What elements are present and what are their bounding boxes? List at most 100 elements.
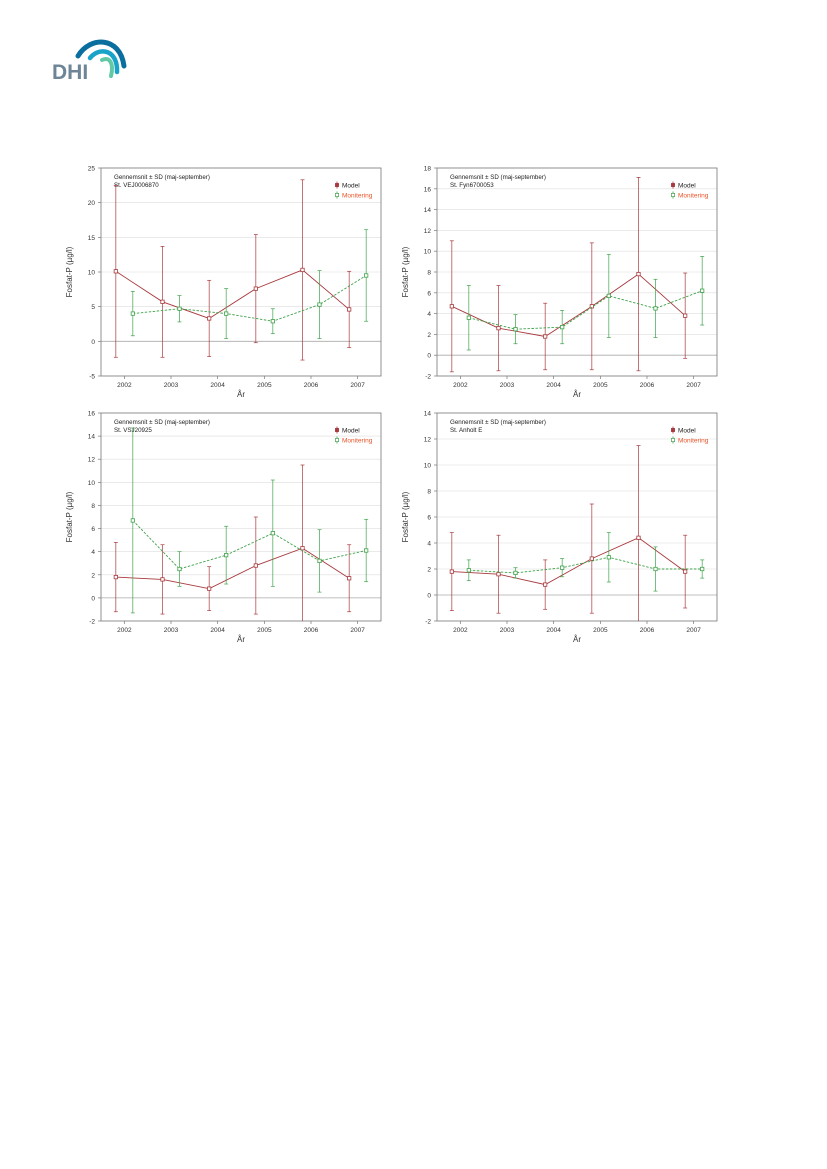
x-tick-label: 2006 <box>640 627 655 634</box>
y-tick-label: 10 <box>88 480 96 487</box>
legend-label: Monitering <box>342 437 373 444</box>
data-point <box>513 327 518 332</box>
station-name: St. VSJ20925 <box>114 427 152 434</box>
data-point <box>700 566 705 572</box>
legend-symbol-marker <box>335 438 339 442</box>
y-tick-label: 12 <box>88 457 96 464</box>
data-point <box>300 267 305 273</box>
legend-symbol-marker <box>671 428 675 432</box>
data-point <box>253 563 258 568</box>
y-axis-label: Fosfat-P (µg/l) <box>65 491 74 542</box>
data-point <box>130 518 135 523</box>
data-point <box>636 271 641 277</box>
y-tick-label: -5 <box>89 374 95 381</box>
x-tick-label: 2003 <box>500 382 515 389</box>
y-tick-label: 14 <box>424 411 432 418</box>
y-tick-label: 14 <box>424 207 432 214</box>
y-tick-label: 8 <box>91 503 95 510</box>
legend-label: Monitering <box>678 437 709 444</box>
series-line-monitoring <box>132 275 367 322</box>
x-axis-label: År <box>237 635 245 644</box>
logo-text: DHI <box>52 61 88 82</box>
x-tick-label: 2006 <box>304 627 319 634</box>
chart-subtitle: Gennemsnit ± SD (maj-september) <box>450 419 546 426</box>
x-axis-label: År <box>573 390 581 399</box>
y-tick-label: -2 <box>425 619 431 626</box>
y-tick-label: 0 <box>91 339 95 346</box>
data-point <box>466 568 471 573</box>
x-tick-label: 2002 <box>453 382 468 389</box>
legend-label: Monitering <box>678 192 709 199</box>
x-tick-label: 2004 <box>210 627 225 634</box>
legend-label: Model <box>678 182 696 189</box>
y-tick-label: -2 <box>89 619 95 626</box>
series-line-monitoring <box>468 556 703 574</box>
data-point <box>543 582 548 587</box>
y-tick-label: 0 <box>91 595 95 602</box>
data-point <box>606 293 611 299</box>
data-point <box>466 315 471 320</box>
y-tick-label: 12 <box>424 437 432 444</box>
legend-label: Model <box>678 427 696 434</box>
y-tick-label: 20 <box>88 200 96 207</box>
x-tick-label: 2004 <box>210 382 225 389</box>
station-name: St. Fyn6700053 <box>450 182 494 189</box>
data-point <box>224 311 229 316</box>
x-tick-label: 2007 <box>686 627 701 634</box>
series-line-model <box>115 269 350 319</box>
data-point <box>113 269 118 274</box>
y-tick-label: 8 <box>427 489 431 496</box>
x-tick-label: 2004 <box>546 627 561 634</box>
data-point <box>700 288 705 293</box>
y-tick-label: 10 <box>88 270 96 277</box>
data-point <box>683 313 688 318</box>
y-tick-label: 14 <box>88 434 96 441</box>
x-tick-label: 2003 <box>164 627 179 634</box>
data-point <box>589 556 594 561</box>
data-point <box>207 316 212 321</box>
data-point <box>113 574 118 580</box>
series-line-monitoring <box>132 520 367 570</box>
y-tick-label: 5 <box>91 304 95 311</box>
y-axis-label: Fosfat-P (µg/l) <box>65 246 74 297</box>
data-point <box>449 304 454 309</box>
data-point <box>449 569 454 574</box>
legend-symbol-marker <box>671 183 675 187</box>
data-point <box>347 307 352 312</box>
data-point <box>496 572 501 577</box>
data-point <box>636 535 641 540</box>
dhi-logo: DHI <box>52 39 127 82</box>
series-line-model <box>451 273 686 337</box>
x-tick-label: 2006 <box>304 382 319 389</box>
x-axis-label: År <box>237 390 245 399</box>
y-tick-label: 4 <box>91 549 95 556</box>
data-point <box>560 565 565 570</box>
legend-symbol-marker <box>671 438 675 442</box>
y-tick-label: 2 <box>427 332 431 339</box>
y-tick-label: 25 <box>88 166 96 173</box>
data-point <box>270 531 275 536</box>
data-point <box>496 326 501 331</box>
chart-subtitle: Gennemsnit ± SD (maj-september) <box>114 419 210 426</box>
y-tick-label: 4 <box>427 311 431 318</box>
data-point <box>683 569 688 574</box>
chart-anholt-e: -2 0 2 4 6 8 10 12 14 2002 2003 2004 2005 2006 2007 År F… <box>392 405 732 645</box>
legend-label: Monitering <box>342 192 373 199</box>
data-point <box>270 319 275 324</box>
data-point <box>177 306 182 311</box>
data-point <box>347 576 352 581</box>
data-point <box>130 311 135 316</box>
y-tick-label: 2 <box>91 572 95 579</box>
chart-vej0006870: -5 0 5 10 15 20 25 2002 2003 2004 2005 2006 2007 År Fo… <box>56 160 396 400</box>
data-point <box>207 586 212 591</box>
x-tick-label: 2004 <box>546 382 561 389</box>
y-tick-label: 6 <box>427 515 431 522</box>
data-point <box>224 553 229 558</box>
data-point <box>653 566 658 572</box>
y-tick-label: 16 <box>88 411 96 418</box>
x-tick-label: 2007 <box>350 382 365 389</box>
x-tick-label: 2002 <box>117 627 132 634</box>
x-tick-label: 2002 <box>117 382 132 389</box>
data-point <box>513 570 518 575</box>
y-tick-label: 10 <box>424 463 432 470</box>
